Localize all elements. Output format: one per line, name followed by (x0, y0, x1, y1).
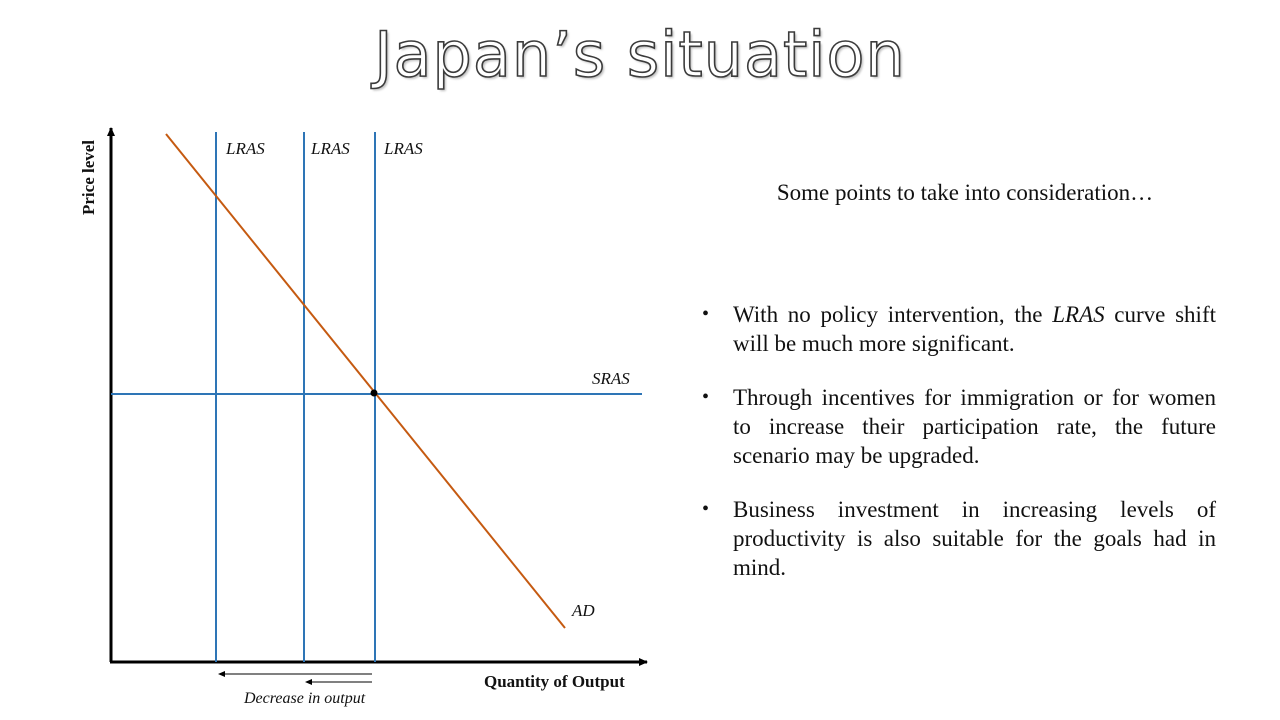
bullet-dot: • (702, 498, 710, 520)
bullet-item-1: • With no policy intervention, the LRAS … (702, 302, 1216, 356)
x-axis-label: Quantity of Output (484, 672, 625, 691)
consideration-note: Some points to take into consideration… (776, 180, 1154, 205)
bullet-dot: • (702, 386, 710, 408)
y-axis-label: Price level (79, 140, 98, 215)
bullet-item-2: • Through incentives for immigration or … (702, 385, 1216, 468)
bullet-dot: • (702, 303, 710, 325)
lras-label-2: LRAS (310, 139, 350, 158)
bullet-list: • With no policy intervention, the LRAS … (700, 300, 1216, 607)
lras-label-3: LRAS (383, 139, 423, 158)
bullet-item-3: • Business investment in increasing leve… (702, 497, 1216, 580)
ad-line (165, 133, 566, 629)
sras-label: SRAS (592, 369, 630, 388)
shift-caption: Decrease in output (243, 690, 366, 707)
lras-label-1: LRAS (225, 139, 265, 158)
slide-title: Japan’s situation (373, 17, 906, 92)
ad-label: AD (571, 601, 595, 620)
equilibrium-point (370, 389, 378, 397)
